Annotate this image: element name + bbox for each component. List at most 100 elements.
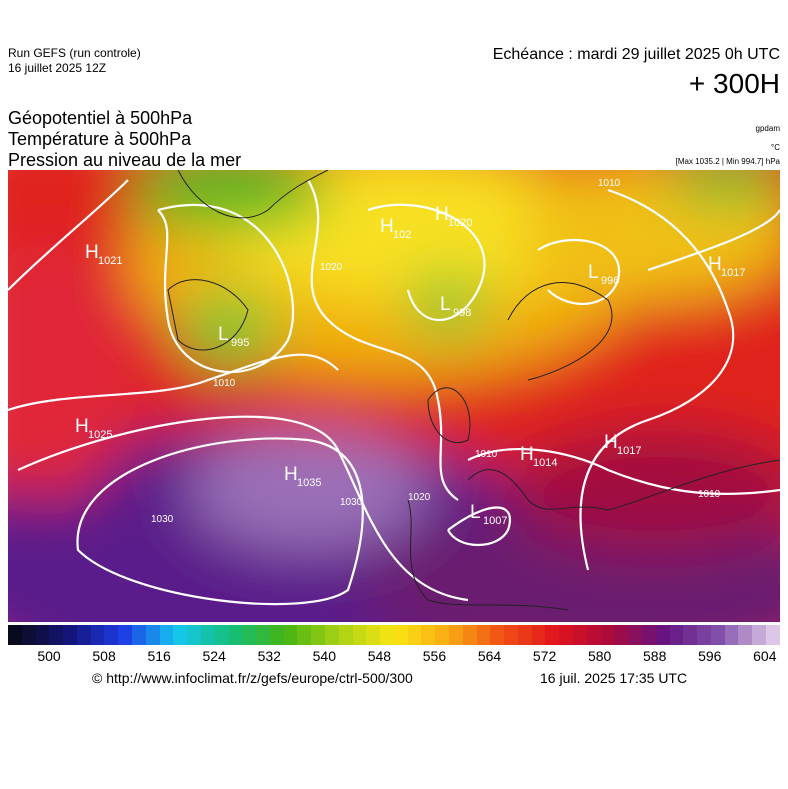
colorbar-tick-label: 596: [698, 648, 722, 664]
colorbar-cell: [173, 625, 188, 645]
colorbar-cell: [311, 625, 325, 645]
colorbar-cell: [228, 625, 243, 645]
colorbar-tick-label: 516: [147, 648, 171, 664]
colorbar-cell: [462, 625, 477, 645]
colorbar-tick-label: 564: [477, 648, 502, 664]
colorbar-cell: [697, 625, 711, 645]
colorbar-tick-label: 540: [312, 648, 336, 664]
colorbar-tick-label: 556: [422, 648, 447, 664]
source: © http://www.infoclimat.fr/z/gefs/europe…: [92, 670, 413, 686]
colorbar-cell: [297, 625, 312, 645]
isobar-label: 1020: [408, 492, 431, 503]
pressure-center-letter: H: [520, 444, 534, 465]
colorbar-tick-label: 580: [587, 648, 612, 664]
colorbar-cell: [187, 625, 201, 645]
colorbar-cell: [407, 625, 422, 645]
colorbar-cell: [435, 625, 449, 645]
isobar-label: 1010: [475, 449, 498, 460]
colorbar-tick-label: 508: [92, 648, 116, 664]
run-date: 16 juillet 2025 12Z: [8, 61, 107, 75]
colorbar-cell: [752, 625, 766, 645]
pressure-center-value: 1014: [533, 457, 557, 469]
pressure-center-letter: L: [440, 294, 451, 315]
colorbar-cell: [380, 625, 394, 645]
pressure-center-letter: L: [218, 324, 229, 345]
colorbar-cell: [600, 625, 615, 645]
colorbar-cell: [159, 625, 174, 645]
colorbar-cell: [90, 625, 105, 645]
unit: [Max 1035.2 | Min 994.7] hPa: [675, 157, 780, 166]
pressure-center-value: 995: [231, 337, 249, 349]
colorbar-tick-label: 532: [257, 648, 281, 664]
pressure-center-letter: L: [470, 502, 481, 523]
pressure-center-value: 1020: [448, 217, 472, 229]
pressure-center-letter: H: [604, 432, 618, 453]
colorbar-cell: [559, 625, 574, 645]
colorbar: [8, 625, 780, 645]
pressure-center-value: 1007: [483, 515, 507, 527]
valid-time: Echéance : mardi 29 juillet 2025 0h UTC: [492, 46, 780, 63]
colorbar-cell: [8, 625, 22, 645]
colorbar-cell: [710, 625, 725, 645]
pressure-center-value: 1017: [721, 267, 745, 279]
isobar-label: 1030: [151, 514, 174, 525]
pressure-center-value: 1035: [297, 477, 321, 489]
colorbar-cell: [352, 625, 367, 645]
colorbar-cell: [545, 625, 560, 645]
colorbar-cell: [683, 625, 698, 645]
colorbar-cell: [586, 625, 601, 645]
colorbar-cell: [49, 625, 64, 645]
colorbar-cell: [200, 625, 215, 645]
pressure-center-letter: H: [435, 204, 449, 225]
colorbar-tick-label: 604: [753, 648, 777, 664]
isobar-label: 1020: [320, 262, 343, 273]
colorbar-cell: [283, 625, 298, 645]
pressure-center-value: 1025: [88, 429, 112, 441]
colorbar-cell: [35, 625, 50, 645]
pressure-center-letter: H: [380, 216, 394, 237]
colorbar-cell: [338, 625, 353, 645]
colorbar-cell: [614, 625, 629, 645]
pressure-center-value: 1017: [617, 445, 641, 457]
colorbar-tick-label: 572: [532, 648, 557, 664]
title: Température à 500hPa: [8, 129, 192, 149]
colorbar-cell: [669, 625, 684, 645]
colorbar-cell: [76, 625, 91, 645]
colorbar-cell: [63, 625, 77, 645]
pressure-center-letter: H: [708, 254, 722, 275]
colorbar-cell: [269, 625, 284, 645]
colorbar-cell: [765, 625, 780, 645]
isobar-label: 1010: [698, 489, 721, 500]
colorbar-cell: [242, 625, 257, 645]
colorbar-tick-label: 548: [367, 648, 392, 664]
colorbar-cell: [256, 625, 270, 645]
colorbar-cell: [490, 625, 505, 645]
colorbar-cell: [504, 625, 518, 645]
pressure-center-value: 998: [453, 307, 471, 319]
colorbar-cell: [145, 625, 160, 645]
colorbar-cell: [324, 625, 339, 645]
colorbar-cell: [641, 625, 656, 645]
colorbar-tick-label: 588: [643, 648, 667, 664]
pressure-center-value: 1021: [98, 255, 122, 267]
colorbar-tick-label: 524: [202, 648, 226, 664]
pressure-center-letter: H: [75, 416, 89, 437]
colorbar-cell: [655, 625, 670, 645]
lead-time: + 300H: [688, 68, 780, 99]
colorbar-ticks: 500 508 516 524 532 540 548 556 564 572 580 588 596 6…: [22, 648, 788, 664]
colorbar-cell: [104, 625, 119, 645]
colorbar-cell: [628, 625, 642, 645]
colorbar-cell: [724, 625, 739, 645]
colorbar-cell: [214, 625, 229, 645]
unit: gpdam: [755, 124, 780, 133]
pressure-center-letter: H: [284, 464, 298, 485]
pressure-center-value: 102: [393, 229, 411, 241]
pressure-center-value: 996: [601, 275, 619, 287]
isobar-label: 1010: [213, 378, 236, 389]
colorbar-cell: [118, 625, 133, 645]
generated-time: 16 juil. 2025 17:35 UTC: [540, 670, 688, 686]
colorbar-cell: [21, 625, 36, 645]
run-name: Run GEFS (run controle): [8, 46, 141, 60]
